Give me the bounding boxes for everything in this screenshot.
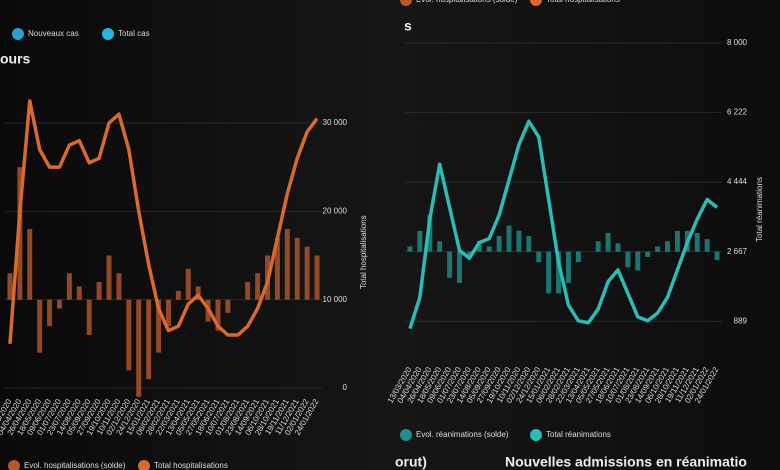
bar <box>175 290 181 300</box>
bar <box>165 299 171 327</box>
y-tick-label: 2 667 <box>727 247 748 256</box>
bar <box>106 255 112 300</box>
bar <box>225 299 231 313</box>
y-tick-label: 30 000 <box>323 118 348 127</box>
bar <box>96 282 102 300</box>
bar <box>635 251 641 271</box>
bar <box>486 246 492 252</box>
bar <box>156 299 162 353</box>
bar <box>7 273 13 300</box>
legend-label: Evol. réanimations (solde) <box>416 430 509 439</box>
y-tick-label: 0 <box>343 383 348 392</box>
legend-swatch <box>530 429 542 441</box>
legend-swatch <box>530 0 542 6</box>
bar <box>76 286 82 300</box>
section-title: Nouvelles admissions en réanimatio <box>505 454 747 470</box>
bar <box>605 232 611 252</box>
legend-label: Nouveaux cas <box>28 29 79 38</box>
bar <box>57 299 62 309</box>
y-tick-label: 889 <box>734 316 748 325</box>
legend-label: Evol. hospitalisations (solde) <box>416 0 518 4</box>
bar <box>496 236 502 252</box>
legend-swatch <box>400 0 412 6</box>
bar <box>245 282 251 300</box>
bar <box>47 299 53 327</box>
bar <box>665 241 670 252</box>
chart-title: s <box>404 18 412 34</box>
bar <box>427 215 433 252</box>
bar <box>66 273 72 300</box>
bar <box>136 299 142 397</box>
bar <box>314 255 320 300</box>
bar <box>694 232 700 252</box>
bar <box>126 299 132 371</box>
bar <box>476 241 482 252</box>
bar <box>146 299 152 380</box>
legend-label: Total cas <box>118 29 150 38</box>
chart-title: ours <box>0 51 31 67</box>
legend-swatch <box>102 28 114 40</box>
y-tick-label: 20 000 <box>323 206 348 215</box>
bar <box>116 273 122 300</box>
y-tick-label: 10 000 <box>323 295 348 304</box>
legend-label: Evol. hospitalisations (solde) <box>24 461 126 470</box>
legend-label: Total hospitalisations <box>546 0 620 4</box>
bar <box>195 286 201 300</box>
bar <box>595 241 601 252</box>
bar <box>294 237 300 300</box>
line <box>8 99 319 344</box>
legend-swatch <box>12 28 24 40</box>
bar <box>86 299 92 335</box>
bar <box>37 299 43 353</box>
bar <box>466 251 472 257</box>
bar <box>304 246 310 300</box>
legend-label: Total réanimations <box>546 430 611 439</box>
legend-swatch <box>8 460 20 470</box>
bar <box>27 229 33 300</box>
bar <box>284 229 290 300</box>
bar <box>506 225 512 252</box>
bar <box>575 251 581 263</box>
bar <box>625 251 631 268</box>
y-tick-label: 4 444 <box>727 177 748 186</box>
bar <box>536 251 542 263</box>
bar <box>546 251 552 294</box>
bar <box>437 241 443 252</box>
bar <box>645 251 651 257</box>
bar <box>674 230 680 252</box>
section-title: orut) <box>395 454 427 470</box>
bar <box>417 230 423 252</box>
bar <box>274 237 280 300</box>
bar <box>565 251 571 283</box>
y-tick-label: 8 000 <box>727 38 748 47</box>
bar <box>407 246 413 252</box>
bar <box>526 236 532 252</box>
line <box>408 119 719 330</box>
bar <box>447 251 453 278</box>
y-axis-title: Total hospitalisations <box>359 215 368 289</box>
bar <box>655 246 661 252</box>
bar <box>457 251 462 283</box>
bar <box>215 299 221 331</box>
legend-swatch <box>138 460 150 470</box>
bar <box>516 230 522 252</box>
bar <box>714 251 720 261</box>
legend-swatch <box>400 429 412 441</box>
y-axis-title: Total réanimations <box>755 177 764 242</box>
legend-label: Total hospitalisations <box>154 461 228 470</box>
bar <box>704 239 710 252</box>
bar <box>556 251 562 294</box>
bar <box>185 268 191 300</box>
bar <box>615 243 621 252</box>
y-tick-label: 6 222 <box>727 108 748 117</box>
bar <box>255 273 261 300</box>
